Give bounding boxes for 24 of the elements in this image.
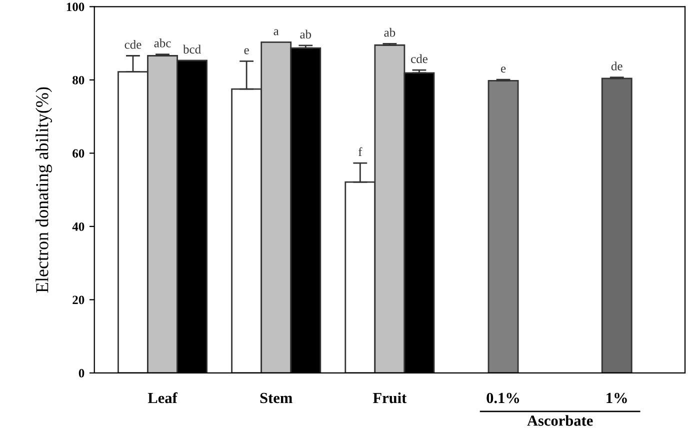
data-label: e	[244, 48, 249, 54]
y-tick-label: 40	[72, 222, 84, 231]
y-tick-label: 60	[72, 149, 84, 158]
x-tick-label: Leaf	[148, 392, 178, 404]
y-axis-title: Electron donating ability(%)	[36, 87, 52, 293]
data-label: abc	[154, 38, 171, 48]
x-tick-label: 0.1%	[486, 392, 520, 404]
y-tick-label: 20	[72, 296, 84, 304]
text: Ascorbate	[527, 415, 593, 426]
data-label: f	[358, 147, 362, 156]
data-label: e	[500, 66, 506, 73]
data-label: cde	[411, 54, 428, 64]
data-label: cde	[124, 40, 142, 49]
data-label: a	[274, 29, 279, 36]
x-tick-label: Stem	[260, 392, 292, 404]
data-label: ab	[384, 28, 396, 37]
x-tick-label: Fruit	[372, 392, 407, 404]
y-tick-label: 0	[78, 368, 84, 378]
y-tick-label: 80	[72, 76, 84, 84]
y-tick-label: 100	[66, 2, 84, 12]
data-label: de	[611, 62, 622, 70]
x-tick-label: 1%	[606, 392, 627, 404]
data-label: ab	[300, 30, 312, 39]
data-label: bcd	[183, 44, 201, 54]
